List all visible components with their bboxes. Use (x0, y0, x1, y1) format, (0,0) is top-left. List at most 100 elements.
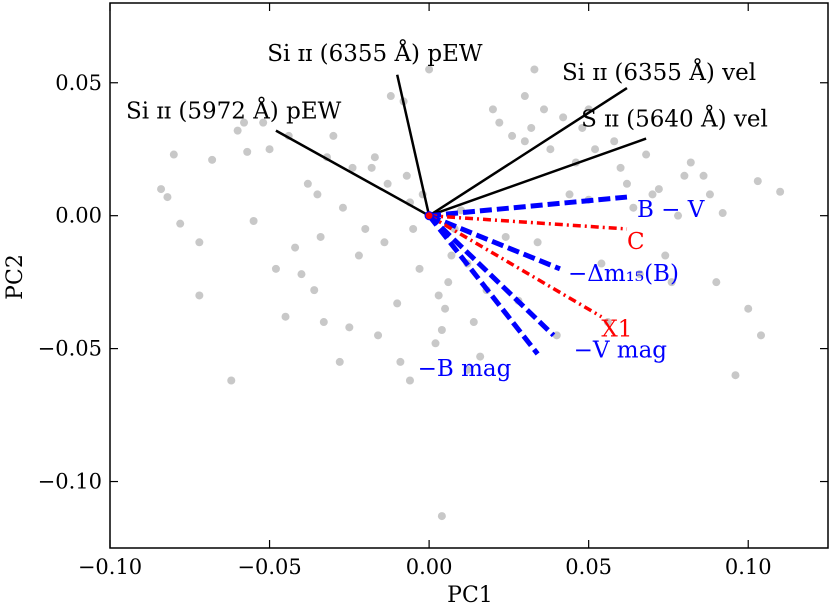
data-point (345, 323, 354, 332)
data-point (243, 147, 252, 156)
x-tick-label: −0.10 (78, 555, 142, 579)
loading-vectors (275, 74, 647, 356)
data-point (313, 190, 322, 199)
delta-m15-vector (428, 213, 561, 272)
data-point (444, 278, 453, 287)
c-param-vector (428, 213, 628, 231)
data-point (495, 118, 504, 127)
data-point (386, 92, 395, 101)
si-ii-6355-pew-vector (395, 74, 431, 216)
data-point (195, 291, 204, 300)
data-point (370, 153, 379, 162)
si-ii-6355-vel-vector (428, 87, 628, 217)
data-point (756, 331, 765, 340)
data-point (705, 190, 714, 199)
data-point (776, 187, 785, 196)
data-point (297, 270, 306, 279)
data-point (335, 357, 344, 366)
axis-ticks: −0.10 −0.05 0.00 0.05 0.10 −0.10 −0.05 0.00 0.05 (38, 3, 828, 579)
data-point (393, 299, 402, 308)
data-point (469, 318, 478, 327)
data-point (208, 155, 217, 164)
vector-labels: Si ɪɪ (5972 Å) pEW Si ɪɪ (6355 Å) pEW Si ɪ… (126, 39, 768, 382)
v-mag-label: −V mag (574, 337, 668, 363)
x-tick-label: 0.00 (406, 555, 453, 579)
data-point (674, 211, 683, 220)
data-point (680, 171, 689, 180)
data-point (654, 185, 663, 194)
data-point (271, 264, 280, 273)
y-axis-title: PC2 (3, 254, 28, 300)
s-ii-5640-vel-vector (428, 137, 647, 217)
data-point (361, 224, 370, 233)
origin-marker (424, 211, 434, 221)
data-point (616, 163, 625, 172)
scatter-points (157, 65, 785, 521)
data-point (354, 251, 363, 260)
b-mag-vector (427, 214, 540, 356)
data-point (565, 190, 574, 199)
data-point (281, 312, 290, 321)
si-ii-6355-pew-label: Si ɪɪ (6355 Å) pEW (267, 39, 483, 67)
data-point (635, 270, 644, 279)
data-point (348, 163, 357, 172)
data-point (383, 179, 392, 188)
data-point (265, 145, 274, 154)
data-point (527, 123, 536, 132)
data-point (501, 232, 510, 241)
data-point (405, 376, 414, 385)
data-point (603, 318, 612, 327)
data-point (520, 137, 529, 146)
y-tick-label: −0.05 (38, 337, 102, 361)
v-mag-vector (427, 213, 556, 338)
data-point (591, 145, 600, 154)
data-point (533, 238, 542, 247)
data-point (686, 158, 695, 167)
data-point (303, 179, 312, 188)
data-point (520, 92, 529, 101)
si-ii-5972-pew-label: Si ɪɪ (5972 Å) pEW (126, 97, 342, 125)
s-ii-5640-vel-label: S ɪɪ (5640 Å) vel (581, 105, 768, 133)
y-tick-label: 0.05 (55, 71, 102, 95)
data-point (402, 171, 411, 180)
data-point (597, 259, 606, 268)
data-point (425, 65, 434, 74)
data-point (259, 118, 268, 127)
x-tick-label: 0.05 (565, 555, 612, 579)
data-point (530, 65, 539, 74)
x1-param-vector (428, 214, 603, 319)
data-point (559, 113, 568, 122)
data-point (157, 185, 166, 194)
data-point (240, 118, 249, 127)
y-tick-label: −0.10 (38, 470, 102, 494)
data-point (622, 179, 631, 188)
data-point (699, 171, 708, 180)
plot-frame (109, 2, 829, 549)
x1-param-label: X1 (601, 317, 632, 343)
data-point (434, 291, 443, 300)
data-point (539, 105, 548, 114)
data-point (447, 251, 456, 260)
data-point (642, 150, 651, 159)
data-point (374, 331, 383, 340)
data-point (667, 278, 676, 287)
data-point (380, 238, 389, 247)
si-ii-5972-pew-vector (275, 129, 430, 217)
data-point (753, 177, 762, 186)
data-point (629, 203, 638, 212)
data-point (338, 203, 347, 212)
data-point (661, 251, 670, 260)
data-point (437, 326, 446, 334)
data-point (463, 365, 472, 374)
data-point (718, 209, 727, 218)
c-param-label: C (627, 229, 645, 255)
data-point (195, 238, 204, 247)
data-point (731, 371, 740, 380)
data-point (169, 150, 178, 159)
data-point (310, 286, 319, 295)
b-minus-v-label: B − V (637, 197, 705, 223)
data-point (249, 217, 258, 225)
b-mag-label: −B mag (418, 356, 512, 382)
data-point (319, 318, 328, 327)
